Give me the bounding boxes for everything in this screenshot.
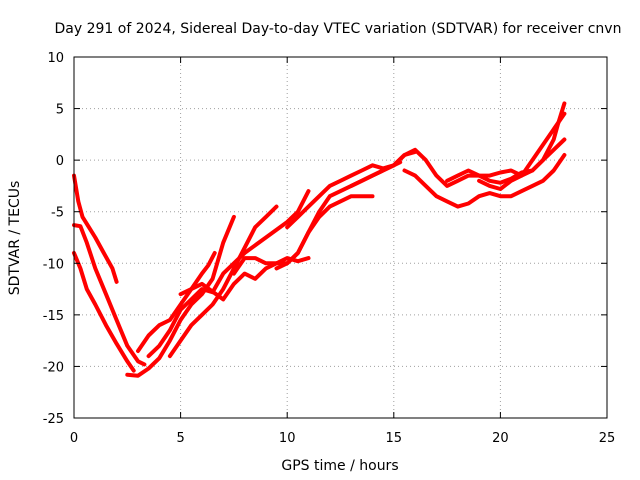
grid [74,57,607,418]
x-tick-label: 20 [492,431,509,446]
y-axis-label: SDTVAR / TECUs [7,181,23,296]
y-tick-label: -25 [43,412,64,427]
y-tick-label: -15 [43,309,64,324]
y-tick-label: -5 [51,206,64,221]
series-line-satellite-track-13 [402,153,567,209]
series-line-satellite-track-5 [136,251,217,353]
y-tick-label: -20 [43,360,64,375]
y-tick-label: -10 [43,257,64,272]
series-group [72,101,567,378]
x-tick-label: 15 [386,431,403,446]
x-tick-label: 10 [279,431,296,446]
x-tick-label: 0 [70,431,78,446]
series-line-satellite-track-7 [167,204,279,359]
series-line-satellite-track-1 [72,173,119,284]
y-tick-label: 10 [47,51,64,66]
x-tick-label: 5 [176,431,184,446]
series-line-satellite-track-8 [178,256,311,302]
series-line-satellite-track-15 [477,111,567,191]
ticks: 0 5 10 15 20 25 10 5 0 -5 -10 -15 -20 -25 [43,51,616,446]
series-line-satellite-track-3 [72,251,136,373]
y-tick-label: 5 [56,103,64,118]
series-line-satellite-track-2 [72,223,147,367]
y-tick-label: 0 [56,154,64,169]
series-line-satellite-track-9 [231,194,375,276]
series-line-satellite-track-4 [125,214,236,378]
plot-frame [73,56,608,419]
x-axis-label: GPS time / hours [281,458,398,474]
x-tick-label: 25 [599,431,616,446]
chart-title: Day 291 of 2024, Sidereal Day-to-day VTE… [55,21,622,37]
